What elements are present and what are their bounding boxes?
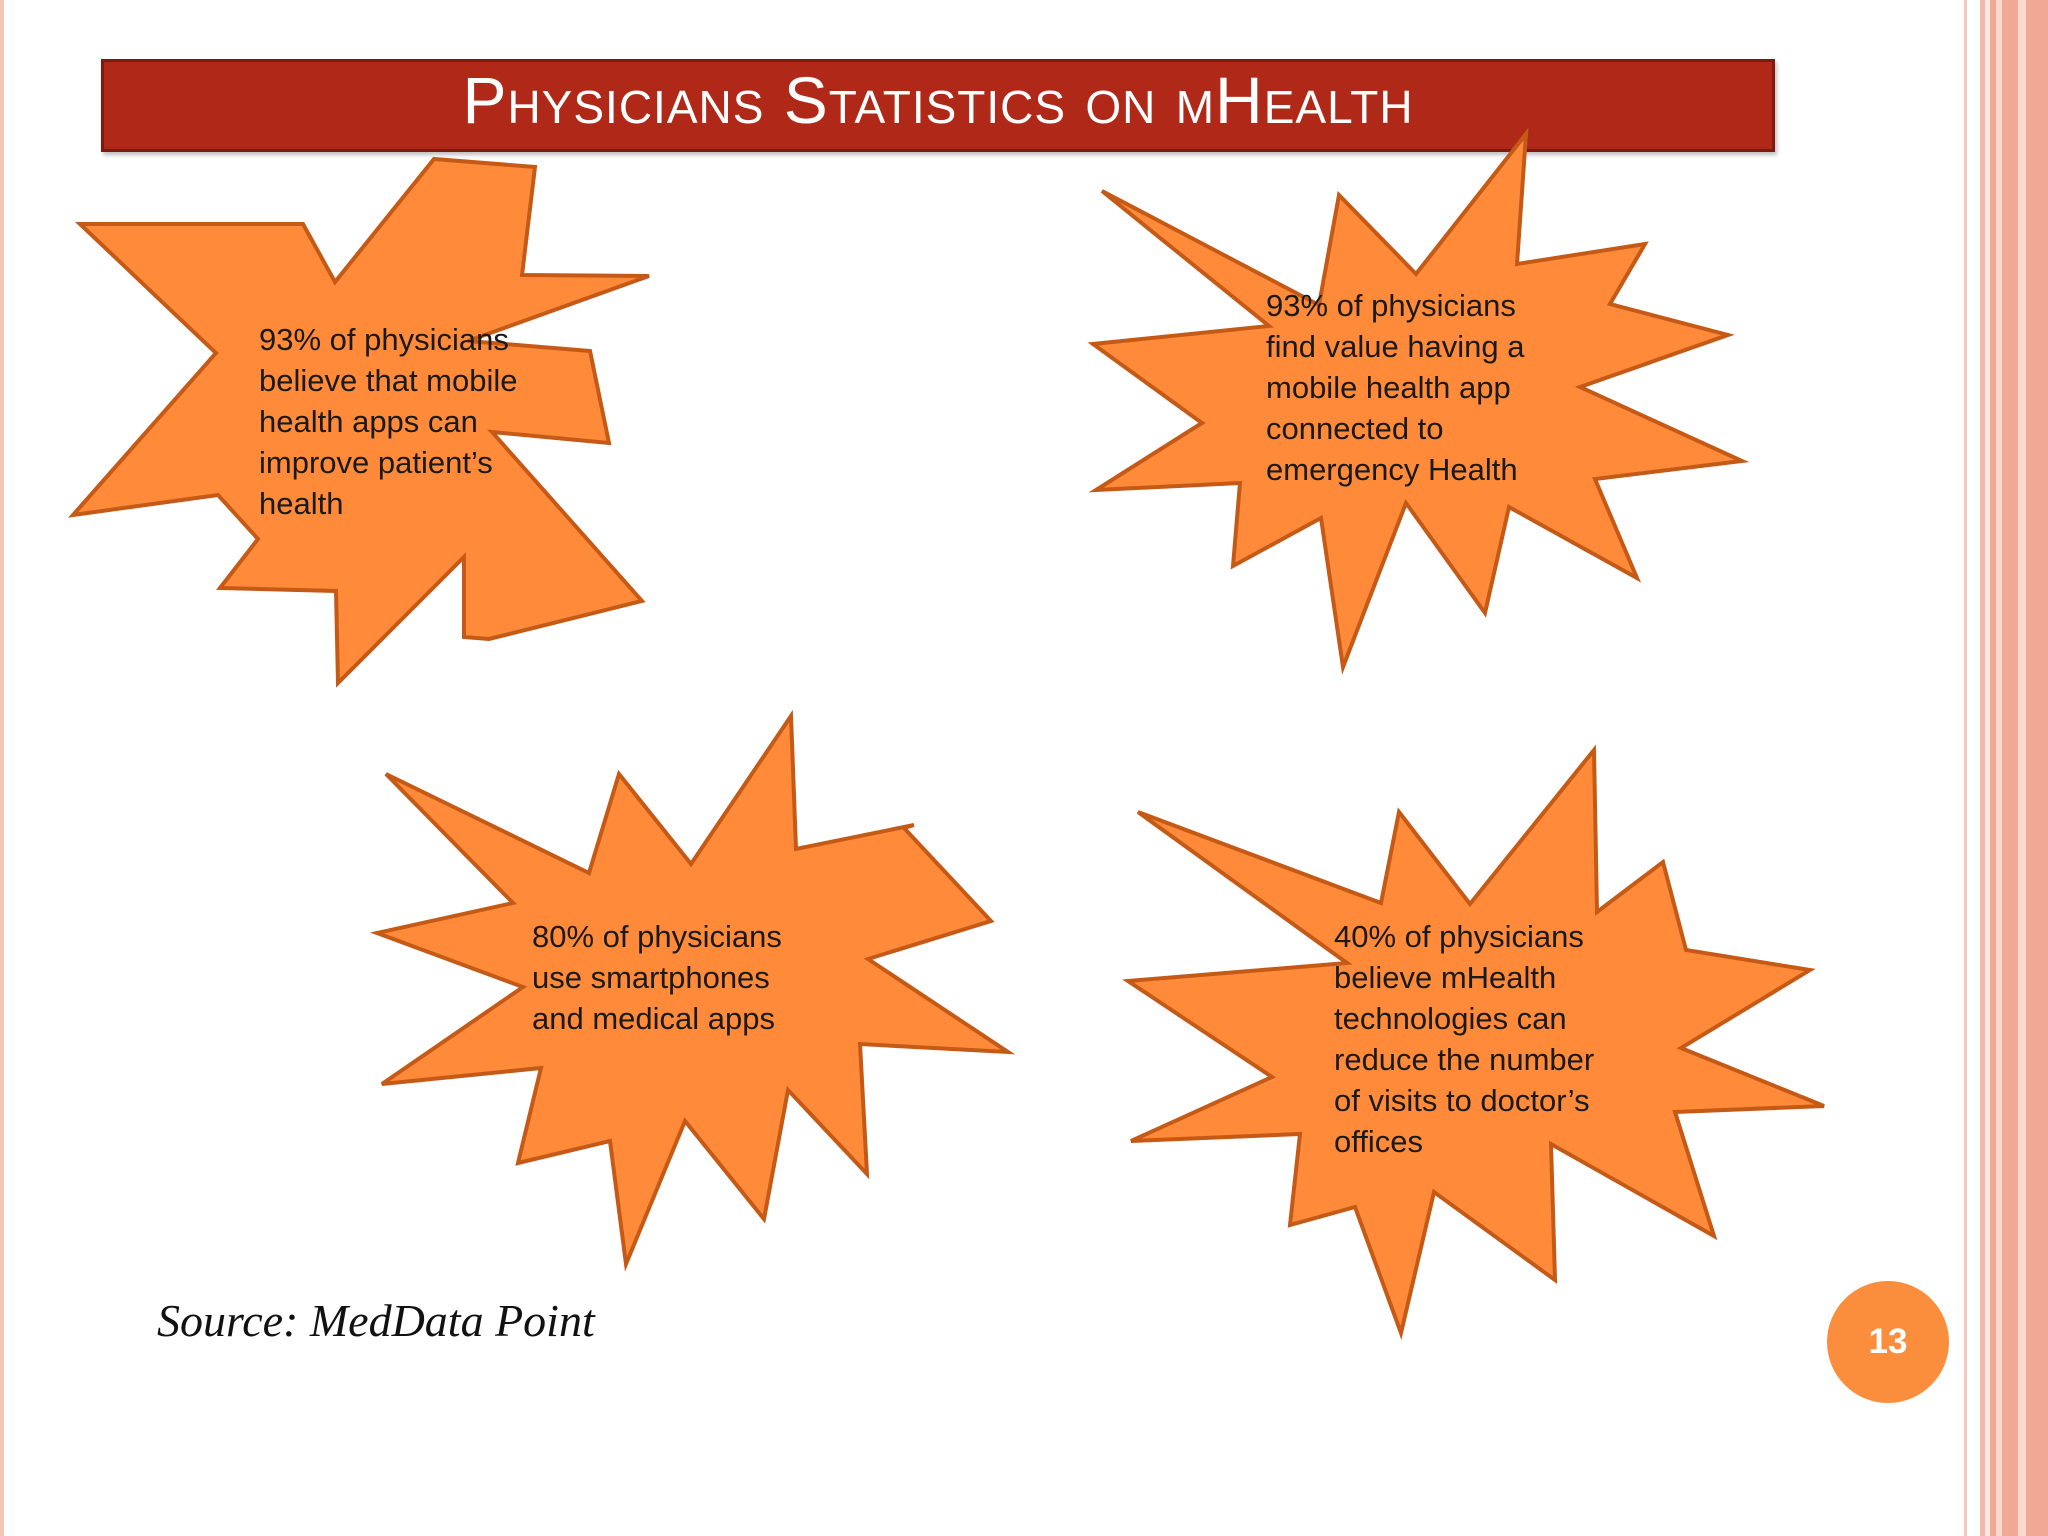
stat-text-4: 40% of physicians believe mHealth techno… [1334, 919, 1595, 1159]
source-citation: Source: MedData Point [157, 1295, 595, 1346]
slide-title: Physicians Statistics on mHealth [462, 63, 1414, 137]
stat-text-3: 80% of physicians use smartphones and me… [532, 919, 782, 1036]
starburst-4 [1122, 744, 1825, 1340]
left-edge-stripe [0, 0, 4, 1536]
page-number-badge: 13 [1827, 1281, 1949, 1403]
starburst-3 [369, 709, 1016, 1272]
starburst-1 [67, 156, 650, 688]
stat-text-1: 93% of physicians believe that mobile he… [259, 322, 518, 521]
starburst-2 [1087, 127, 1750, 675]
stat-text-2: 93% of physicians find value having a mo… [1266, 288, 1525, 487]
title-bar [101, 59, 1775, 152]
page-number: 13 [1868, 1322, 1908, 1361]
decorative-side-border [1962, 0, 2048, 1536]
